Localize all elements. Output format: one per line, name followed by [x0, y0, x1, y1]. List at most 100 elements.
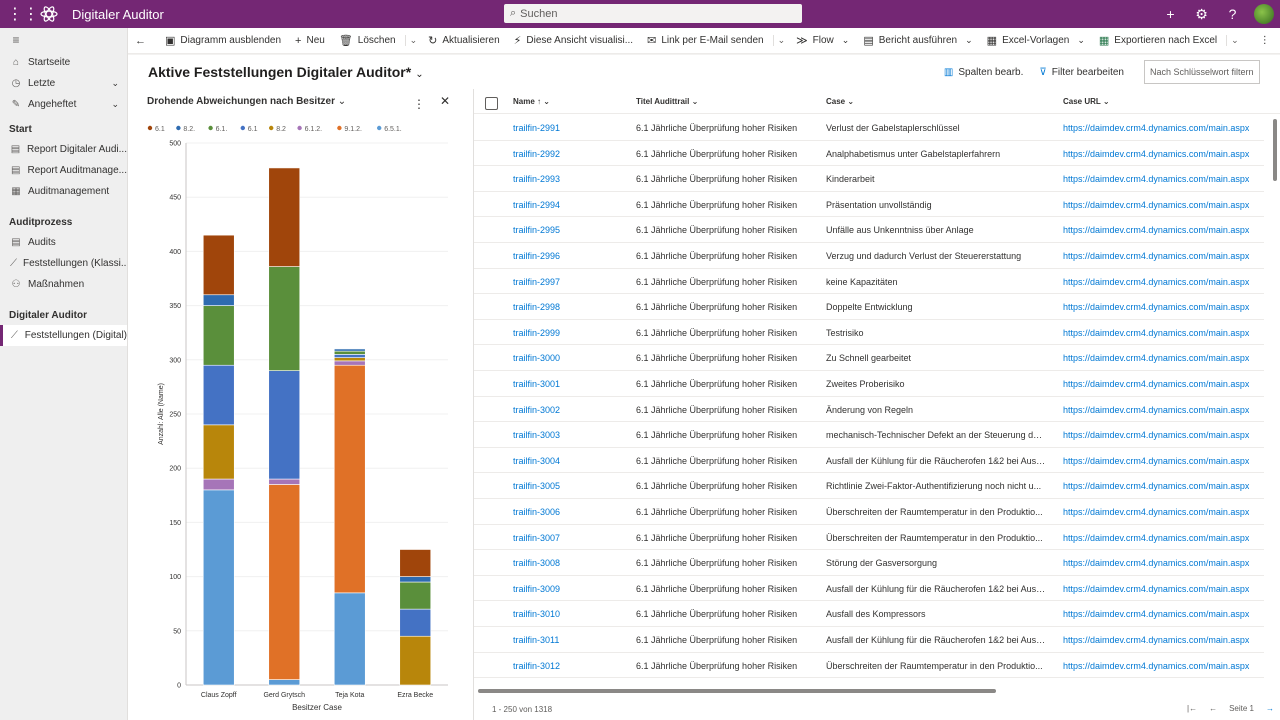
table-row[interactable]: trailfin-2997 6.1 Jährliche Überprüfung h…	[474, 269, 1264, 295]
refresh-button[interactable]: ↻ Aktualisieren	[421, 28, 506, 54]
cell-case-url-link[interactable]: https://daimdev.crm4.dynamics.com/main.a…	[1063, 430, 1250, 441]
select-all-checkbox[interactable]	[485, 97, 498, 110]
cell-name-link[interactable]: trailfin-2999	[513, 327, 561, 338]
column-header-case-url[interactable]: Case URL ⌄	[1063, 97, 1110, 106]
cell-name-link[interactable]: trailfin-3001	[513, 379, 561, 389]
email-link-button[interactable]: ✉ Link per E-Mail senden	[640, 28, 771, 54]
chart-more-icon[interactable]: ⋮	[413, 97, 425, 111]
help-icon[interactable]: ?	[1228, 6, 1237, 22]
cell-name-link[interactable]: trailfin-3012	[513, 660, 561, 671]
chart-title[interactable]: Drohende Abweichungen nach Besitzer ⌄	[147, 96, 346, 107]
cell-name-link[interactable]: trailfin-3004	[513, 455, 561, 466]
cell-case-url-link[interactable]: https://daimdev.crm4.dynamics.com/main.a…	[1063, 558, 1250, 569]
cell-name-link[interactable]: trailfin-3003	[513, 430, 561, 441]
table-row[interactable]: trailfin-3011 6.1 Jährliche Überprüfung h…	[474, 627, 1264, 653]
cell-case-url-link[interactable]: https://daimdev.crm4.dynamics.com/main.a…	[1063, 481, 1250, 492]
cell-case-url-link[interactable]: https://daimdev.crm4.dynamics.com/main.a…	[1063, 353, 1250, 364]
run-report-button[interactable]: ▤ Bericht ausführen ⌄	[856, 28, 979, 54]
visualize-button[interactable]: ⚡ Diese Ansicht visualisi...	[507, 28, 640, 54]
hide-chart-button[interactable]: ▣ Diagramm ausblenden	[158, 28, 288, 54]
excel-templates-button[interactable]: ▦ Excel-Vorlagen ⌄	[980, 28, 1092, 54]
table-row[interactable]: trailfin-3001 6.1 Jährliche Überprüfung h…	[474, 371, 1264, 397]
table-row[interactable]: trailfin-3004 6.1 Jährliche Überprüfung h…	[474, 448, 1264, 474]
cell-name-link[interactable]: trailfin-3005	[513, 481, 561, 492]
column-header-titel[interactable]: Titel Audittrail ⌄	[636, 97, 699, 106]
cell-case-url-link[interactable]: https://daimdev.crm4.dynamics.com/main.a…	[1063, 455, 1250, 466]
vertical-scrollbar[interactable]	[1273, 119, 1277, 181]
cell-case-url-link[interactable]: https://daimdev.crm4.dynamics.com/main.a…	[1063, 635, 1250, 645]
cell-name-link[interactable]: trailfin-2998	[513, 302, 561, 313]
cell-case-url-link[interactable]: https://daimdev.crm4.dynamics.com/main.a…	[1063, 276, 1250, 287]
cell-name-link[interactable]: trailfin-3000	[513, 353, 561, 364]
table-row[interactable]: trailfin-3009 6.1 Jährliche Überprüfung h…	[474, 576, 1264, 602]
table-row[interactable]: trailfin-2996 6.1 Jährliche Überprüfung h…	[474, 243, 1264, 269]
email-dropdown-chevron-icon[interactable]: ⌄	[772, 35, 790, 46]
cell-name-link[interactable]: trailfin-3008	[513, 558, 561, 569]
table-row[interactable]: trailfin-3002 6.1 Jährliche Überprüfung h…	[474, 397, 1264, 423]
more-dropdown-chevron-icon[interactable]: ⌄	[404, 35, 422, 46]
cell-case-url-link[interactable]: https://daimdev.crm4.dynamics.com/main.a…	[1063, 507, 1250, 517]
table-row[interactable]: trailfin-2991 6.1 Jährliche Überprüfung h…	[474, 115, 1264, 141]
sidebar-item-report-digital[interactable]: ▤ Report Digitaler Audi...	[0, 139, 127, 160]
app-title[interactable]: Digitaler Auditor	[72, 6, 164, 22]
column-header-case[interactable]: Case ⌄	[826, 97, 855, 106]
table-row[interactable]: trailfin-3007 6.1 Jährliche Überprüfung h…	[474, 525, 1264, 551]
app-launcher-icon[interactable]: ⋮⋮⋮	[0, 6, 39, 23]
table-row[interactable]: trailfin-2998 6.1 Jährliche Überprüfung h…	[474, 294, 1264, 320]
table-row[interactable]: trailfin-3006 6.1 Jährliche Überprüfung h…	[474, 499, 1264, 525]
cell-name-link[interactable]: trailfin-3010	[513, 609, 561, 620]
settings-icon[interactable]: ⚙	[1195, 5, 1208, 22]
sidebar-item-report-auditmanagement[interactable]: ▤ Report Auditmanage...	[0, 160, 127, 181]
cell-case-url-link[interactable]: https://daimdev.crm4.dynamics.com/main.a…	[1063, 379, 1250, 389]
first-page-icon[interactable]: |←	[1187, 704, 1198, 713]
table-row[interactable]: trailfin-3003 6.1 Jährliche Überprüfung h…	[474, 422, 1264, 448]
cell-case-url-link[interactable]: https://daimdev.crm4.dynamics.com/main.a…	[1063, 532, 1250, 543]
cell-case-url-link[interactable]: https://daimdev.crm4.dynamics.com/main.a…	[1063, 199, 1250, 210]
column-header-name[interactable]: Name ↑ ⌄	[513, 97, 550, 106]
cell-case-url-link[interactable]: https://daimdev.crm4.dynamics.com/main.a…	[1063, 148, 1250, 159]
avatar[interactable]	[1254, 4, 1274, 24]
new-button[interactable]: + Neu	[288, 28, 332, 54]
sidebar-item-massnahmen[interactable]: ⚇ Maßnahmen	[0, 274, 127, 295]
cell-name-link[interactable]: trailfin-3009	[513, 583, 561, 594]
cell-name-link[interactable]: trailfin-2992	[513, 148, 561, 159]
cell-name-link[interactable]: trailfin-3007	[513, 532, 561, 543]
cell-case-url-link[interactable]: https://daimdev.crm4.dynamics.com/main.a…	[1063, 225, 1250, 236]
delete-button[interactable]: 🗑 Löschen	[332, 28, 403, 54]
table-row[interactable]: trailfin-2999 6.1 Jährliche Überprüfung h…	[474, 320, 1264, 346]
table-row[interactable]: trailfin-3008 6.1 Jährliche Überprüfung h…	[474, 550, 1264, 576]
cell-case-url-link[interactable]: https://daimdev.crm4.dynamics.com/main.a…	[1063, 251, 1250, 261]
view-selector[interactable]: Aktive Feststellungen Digitaler Auditor*…	[148, 64, 424, 80]
cell-name-link[interactable]: trailfin-2994	[513, 199, 561, 210]
table-row[interactable]: trailfin-3005 6.1 Jährliche Überprüfung h…	[474, 473, 1264, 499]
table-row[interactable]: trailfin-2993 6.1 Jährliche Überprüfung h…	[474, 166, 1264, 192]
close-icon[interactable]: ✕	[440, 94, 451, 108]
search-input[interactable]: ⌕ Suchen	[504, 4, 802, 23]
table-row[interactable]: trailfin-3010 6.1 Jährliche Überprüfung h…	[474, 601, 1264, 627]
cell-case-url-link[interactable]: https://daimdev.crm4.dynamics.com/main.a…	[1063, 583, 1250, 594]
table-row[interactable]: trailfin-2994 6.1 Jährliche Überprüfung h…	[474, 192, 1264, 218]
cell-case-url-link[interactable]: https://daimdev.crm4.dynamics.com/main.a…	[1063, 302, 1250, 313]
cell-name-link[interactable]: trailfin-3006	[513, 507, 561, 517]
cell-name-link[interactable]: trailfin-2991	[513, 123, 561, 133]
sidebar-item-angeheftet[interactable]: ✎ Angeheftet ⌄	[0, 94, 127, 115]
keyword-filter-input[interactable]: Nach Schlüsselwort filtern	[1144, 60, 1260, 84]
cell-name-link[interactable]: trailfin-3011	[513, 635, 560, 645]
sidebar-item-startseite[interactable]: ⌂ Startseite	[0, 52, 127, 73]
cell-name-link[interactable]: trailfin-2995	[513, 225, 561, 236]
sidebar-item-audits[interactable]: ▤ Audits	[0, 232, 127, 253]
cell-case-url-link[interactable]: https://daimdev.crm4.dynamics.com/main.a…	[1063, 660, 1250, 671]
sidebar-item-letzte[interactable]: ◷ Letzte ⌄	[0, 73, 127, 94]
cell-case-url-link[interactable]: https://daimdev.crm4.dynamics.com/main.a…	[1063, 609, 1250, 620]
cell-case-url-link[interactable]: https://daimdev.crm4.dynamics.com/main.a…	[1063, 327, 1250, 338]
back-button[interactable]: ←	[128, 28, 158, 54]
table-row[interactable]: trailfin-2992 6.1 Jährliche Überprüfung h…	[474, 141, 1264, 167]
previous-page-icon[interactable]: ←	[1209, 704, 1218, 713]
cell-name-link[interactable]: trailfin-3002	[513, 404, 561, 415]
sidebar-item-feststellungen-digital[interactable]: ⟋ Feststellungen (Digital)	[0, 325, 127, 346]
menu-toggle-icon[interactable]: ≡	[12, 33, 20, 47]
horizontal-scrollbar[interactable]	[478, 689, 996, 693]
table-row[interactable]: trailfin-2995 6.1 Jährliche Überprüfung h…	[474, 217, 1264, 243]
table-row[interactable]: trailfin-3000 6.1 Jährliche Überprüfung h…	[474, 345, 1264, 371]
export-excel-button[interactable]: ▦ Exportieren nach Excel	[1092, 28, 1224, 54]
